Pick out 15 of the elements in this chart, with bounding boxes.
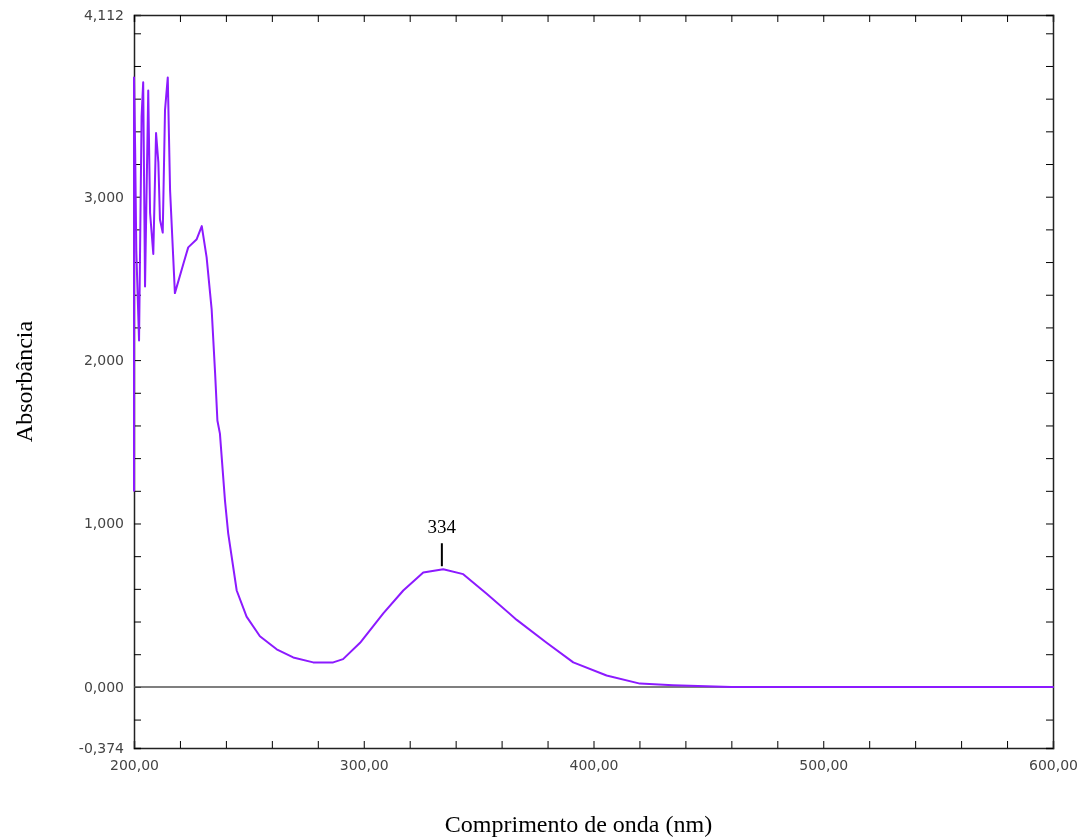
x-tick-label: 400,00 xyxy=(569,756,619,773)
y-tick-label: 3,000 xyxy=(83,188,124,205)
y-tick-label: -0,374 xyxy=(78,739,125,756)
x-tick-label: 300,00 xyxy=(339,756,389,773)
annotation: 334 xyxy=(427,516,457,538)
y-tick-label: 0,000 xyxy=(83,678,124,695)
x-axis-title: Comprimento de onda (nm) xyxy=(444,811,713,837)
x-tick-label: 600,00 xyxy=(1029,756,1078,773)
line-series xyxy=(133,76,1054,688)
y-axis-title: Absorbância xyxy=(11,320,37,443)
x-tick-label: 200,00 xyxy=(110,756,159,773)
y-tick-label: 4,112 xyxy=(83,6,124,23)
x-tick-label: 500,00 xyxy=(799,756,849,773)
y-tick-label: 2,000 xyxy=(83,352,124,369)
y-tick-label: 1,000 xyxy=(83,515,124,532)
